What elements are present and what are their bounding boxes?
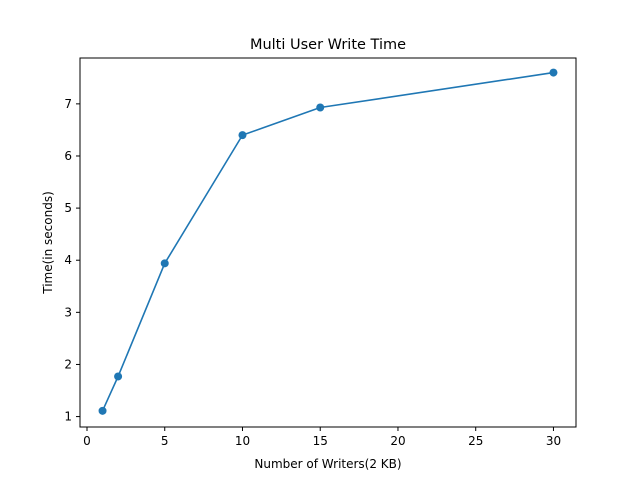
x-tick-label: 25 xyxy=(468,434,483,448)
series-layer xyxy=(98,68,558,415)
x-tick-label: 10 xyxy=(235,434,250,448)
y-axis-label: Time(in seconds) xyxy=(41,191,55,295)
y-tick-label: 2 xyxy=(64,357,72,371)
x-tick-label: 30 xyxy=(546,434,561,448)
y-tick-label: 1 xyxy=(64,410,72,424)
x-tick-label: 5 xyxy=(161,434,169,448)
y-tick-label: 7 xyxy=(64,97,72,111)
plot-area-frame xyxy=(79,57,577,428)
y-tick-label: 3 xyxy=(64,305,72,319)
data-point xyxy=(316,103,325,112)
y-axis-ticks: 1 2 3 4 5 6 7 xyxy=(64,97,80,424)
data-point xyxy=(98,406,107,415)
y-tick-label: 4 xyxy=(64,253,72,267)
data-point xyxy=(238,131,247,140)
y-tick-label: 5 xyxy=(64,201,72,215)
chart-title: Multi User Write Time xyxy=(250,37,406,53)
data-point xyxy=(114,372,123,381)
x-tick-label: 0 xyxy=(83,434,91,448)
y-tick-label: 6 xyxy=(64,149,72,163)
x-tick-label: 20 xyxy=(390,434,405,448)
data-point xyxy=(160,259,169,268)
series-line xyxy=(101,71,554,412)
x-axis-label: Number of Writers(2 KB) xyxy=(254,457,401,471)
x-axis-ticks: 0 5 10 15 20 25 30 xyxy=(83,427,561,448)
x-tick-label: 15 xyxy=(313,434,328,448)
data-point xyxy=(549,68,558,77)
